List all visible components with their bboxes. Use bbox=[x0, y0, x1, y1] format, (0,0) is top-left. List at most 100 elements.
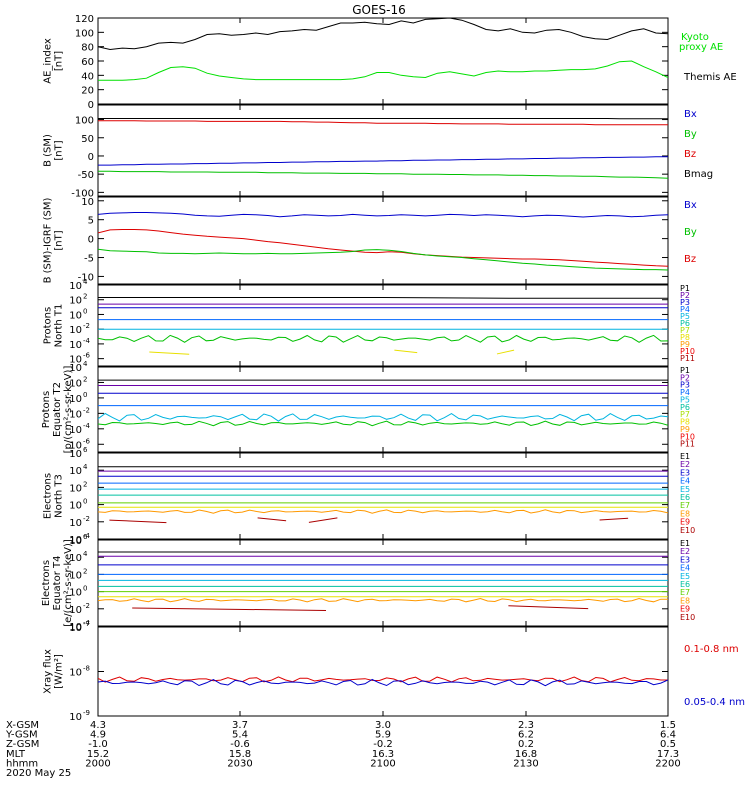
y-tick-exponent: -4 bbox=[83, 337, 91, 345]
y-axis-label: Protons bbox=[43, 307, 54, 344]
panel-series bbox=[98, 551, 668, 612]
y-tick-exponent: -4 bbox=[83, 422, 91, 430]
legend-entry: P10 bbox=[680, 432, 695, 441]
legend-entry: E4 bbox=[680, 477, 690, 486]
legend-entry: P6 bbox=[680, 403, 690, 412]
y-tick-label: 60 bbox=[81, 57, 94, 68]
dash-segment bbox=[599, 517, 629, 521]
legend-entry: P4 bbox=[680, 388, 690, 397]
y-tick-label: 10 bbox=[69, 363, 82, 374]
y-tick-exponent: 4 bbox=[83, 463, 88, 471]
series-line-4 bbox=[98, 170, 668, 179]
y-tick-exponent: 2 bbox=[83, 567, 87, 575]
legend-entry: P5 bbox=[680, 395, 690, 404]
legend-entry: E6 bbox=[680, 493, 690, 502]
panel-series bbox=[98, 297, 668, 355]
legend-entry: Bx bbox=[684, 200, 697, 211]
y-axis-label: Equator T4 bbox=[52, 556, 63, 611]
legend-entry: E9 bbox=[680, 518, 690, 527]
y-tick-label: 10 bbox=[69, 536, 82, 547]
legend-entry: E2 bbox=[680, 547, 690, 556]
y-tick-label: 10 bbox=[69, 378, 82, 389]
y-tick-exponent: 4 bbox=[83, 278, 88, 286]
panel-2: -100 -50 0 50 100 B (SM) [nT] Bx By Bz Bmag bbox=[43, 104, 713, 199]
legend-entry: P11 bbox=[680, 440, 695, 449]
noisy-line-1 bbox=[98, 597, 668, 603]
y-tick-label: 10 bbox=[69, 501, 82, 512]
legend-entry: E2 bbox=[680, 460, 690, 469]
series-line-2 bbox=[98, 60, 668, 81]
dash-segment bbox=[496, 349, 515, 355]
legend-entry: E6 bbox=[680, 580, 690, 589]
y-axis-label: [nT] bbox=[54, 51, 65, 71]
footer-value: 16.3 bbox=[372, 749, 394, 760]
legend-entry: E3 bbox=[680, 468, 690, 477]
legend-entry: E7 bbox=[680, 588, 690, 597]
legend-entry: P1 bbox=[680, 366, 690, 375]
y-tick-label: 10 bbox=[69, 440, 82, 451]
panel-frame bbox=[97, 196, 669, 285]
footer-value: 4.9 bbox=[90, 730, 106, 741]
y-tick-exponent: -7 bbox=[83, 620, 90, 628]
legend-entry: P1 bbox=[680, 284, 690, 293]
y-tick-label: 40 bbox=[81, 71, 94, 82]
y-tick-label: 50 bbox=[81, 134, 94, 145]
panel-series bbox=[98, 466, 668, 524]
legend-entry: E5 bbox=[680, 485, 690, 494]
series-line-1 bbox=[98, 212, 668, 218]
footer-value: 2000 bbox=[85, 758, 110, 769]
panel-series bbox=[98, 18, 668, 81]
panel-frame bbox=[97, 452, 669, 540]
legend-entry: P8 bbox=[680, 418, 690, 427]
y-tick-label: 10 bbox=[69, 281, 82, 292]
y-tick-label: -100 bbox=[71, 188, 94, 199]
y-tick-exponent: -9 bbox=[83, 709, 90, 717]
panel-series bbox=[98, 212, 668, 271]
y-axis-label: North T1 bbox=[54, 304, 65, 348]
dash-segment bbox=[149, 351, 190, 355]
footer-value: 4.3 bbox=[90, 720, 106, 731]
y-tick-label: 10 bbox=[69, 518, 82, 529]
legend-entry: By bbox=[684, 129, 697, 140]
legend-entry: 0.1-0.8 nm bbox=[684, 644, 739, 655]
flux-line-1 bbox=[98, 297, 668, 299]
y-tick-exponent: 6 bbox=[83, 446, 88, 454]
legend-entry: E1 bbox=[680, 452, 690, 461]
y-tick-label: 0 bbox=[88, 152, 94, 163]
y-tick-exponent: 0 bbox=[83, 585, 87, 593]
y-tick-exponent: 0 bbox=[83, 391, 87, 399]
y-axis-label: AE_index bbox=[43, 38, 54, 84]
y-axis-label: Protons bbox=[41, 391, 52, 428]
y-axis-label: North T3 bbox=[54, 474, 65, 518]
footer-value: 2100 bbox=[370, 758, 395, 769]
y-tick-label: 10 bbox=[81, 197, 94, 208]
legend-entry: P10 bbox=[680, 347, 695, 356]
y-tick-label: 10 bbox=[69, 355, 82, 366]
y-tick-exponent: -4 bbox=[83, 619, 91, 627]
y-tick-label: 10 bbox=[69, 712, 82, 723]
chart-title: GOES-16 bbox=[352, 3, 406, 17]
noisy-line-1 bbox=[98, 676, 668, 683]
y-tick-exponent: -6 bbox=[83, 437, 91, 445]
legend-entry: Bmag bbox=[684, 169, 713, 180]
footer-value: -1.0 bbox=[88, 739, 108, 750]
legend-entry: E10 bbox=[680, 526, 695, 535]
dash-segment bbox=[257, 517, 287, 522]
footer-row-label: Y-GSM bbox=[5, 730, 38, 741]
y-tick-label: 10 bbox=[69, 668, 82, 679]
y-tick-label: 10 bbox=[69, 605, 82, 616]
legend-entry: By bbox=[684, 227, 697, 238]
y-axis-label: Xray flux bbox=[43, 649, 54, 694]
noisy-line-1 bbox=[98, 412, 668, 422]
y-axis-label: B (SM) bbox=[43, 134, 54, 167]
series-line-2 bbox=[98, 120, 668, 126]
y-tick-label: 10 bbox=[69, 570, 82, 581]
y-axis-label: Electrons bbox=[41, 560, 52, 606]
footer-value: 17.3 bbox=[657, 749, 679, 760]
y-axis-label: [nT] bbox=[54, 230, 65, 250]
y-tick-label: 10 bbox=[69, 325, 82, 336]
